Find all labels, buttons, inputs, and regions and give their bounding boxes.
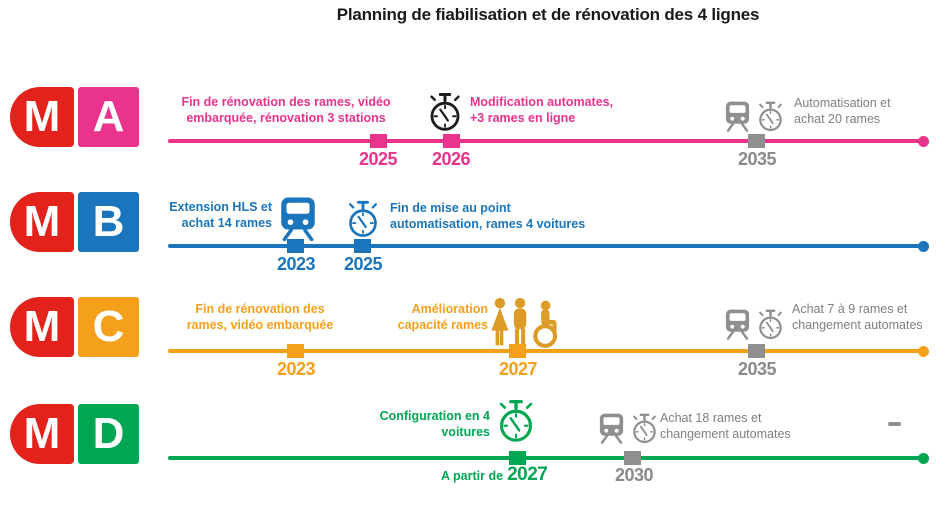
timeline-d [168,456,928,460]
metro-m-letter: M [23,302,61,351]
train-stopwatch-icons-c-2035 [723,309,784,340]
metro-line-b-badge: M B [10,192,139,252]
line-b-letter: B [92,197,125,246]
year-label-a-2035: 2035 [737,149,777,169]
stopwatch-icon [346,200,380,238]
line-a-letter-badge: A [78,87,139,147]
train-icon [723,101,752,132]
a-partir-de-2027-label: A partir de 2027 [441,464,548,486]
stopwatch-icon [757,309,784,340]
timeline-a-end-dot [918,136,929,147]
timeline-a [168,139,928,143]
timeline-c-end-dot [918,346,929,357]
milestone-square-a-2025 [370,134,387,148]
timeline-c [168,349,928,353]
milestone-square-b-2023 [287,239,304,253]
line-d-letter-badge: D [78,404,139,464]
line-c-letter: C [92,302,125,351]
train-stopwatch-icons-a-2035 [723,101,784,132]
stopwatch-icon [428,92,462,132]
train-icon [597,413,626,444]
line-b-letter-badge: B [78,192,139,252]
timeline-b-end-dot [918,241,929,252]
train-icon [723,309,752,340]
line-a-letter: A [92,92,125,141]
note-c-achat: Achat 7 à 9 rames et changement automate… [792,302,923,333]
metro-line-a-badge: M A [10,87,139,147]
year-label-b-2023: 2023 [276,254,316,274]
metro-m-logo: M [10,297,74,357]
year-label-d-2030: 2030 [614,465,654,485]
metro-m-logo: M [10,87,74,147]
timeline-b [168,244,928,248]
milestone-square-a-2026 [443,134,460,148]
metro-m-logo: M [10,404,74,464]
train-stopwatch-icons-d-2030 [597,413,658,444]
year-label-c-2023: 2023 [276,359,316,379]
note-a-automatisation: Automatisation et achat 20 rames [794,96,891,127]
page-title: Planning de fiabilisation et de rénovati… [336,5,760,24]
line-c-letter-badge: C [78,297,139,357]
metro-m-letter: M [23,409,61,458]
milestone-square-c-2027 [509,344,526,358]
milestone-square-d-2027 [509,451,526,465]
year-label-d-2027: 2027 [507,464,548,485]
metro-m-letter: M [23,197,61,246]
stopwatch-icon [631,413,658,444]
metro-m-logo: M [10,192,74,252]
milestone-square-a-2035 [748,134,765,148]
year-label-b-2025: 2025 [343,254,383,274]
metro-m-letter: M [23,92,61,141]
timeline-d-end-dot [918,453,929,464]
milestone-square-b-2025 [354,239,371,253]
year-label-a-2026: 2026 [431,149,471,169]
milestone-square-c-2023 [287,344,304,358]
note-b-mise-au-point: Fin de mise au point automatisation, ram… [390,201,586,232]
year-label-c-2027: 2027 [498,359,538,379]
note-c-capacite: Amélioration capacité rames [397,302,488,333]
milestone-square-d-2030 [624,451,641,465]
note-d-achat: Achat 18 rames et changement automates [660,411,791,442]
note-c-renovation: Fin de rénovation des rames, vidéo embar… [186,302,334,333]
year-label-a-2025: 2025 [358,149,398,169]
stopwatch-icon [497,399,535,443]
note-b-extension: Extension HLS et achat 14 rames [169,200,272,231]
train-icon [277,197,319,241]
milestone-square-c-2035 [748,344,765,358]
no-milestone-dash-icon [888,422,901,426]
line-d-letter: D [92,409,125,458]
stopwatch-icon [757,101,784,132]
year-label-c-2035: 2035 [737,359,777,379]
a-partir-de-text: A partir de [441,469,504,483]
note-a-renovation: Fin de rénovation des rames, vidéo embar… [181,95,391,126]
note-d-configuration: Configuration en 4 voitures [379,409,490,440]
metro-line-d-badge: M D [10,404,139,464]
note-a-automates: Modification automates, +3 rames en lign… [470,95,614,126]
metro-line-c-badge: M C [10,297,139,357]
passengers-accessibility-icon [490,297,560,349]
